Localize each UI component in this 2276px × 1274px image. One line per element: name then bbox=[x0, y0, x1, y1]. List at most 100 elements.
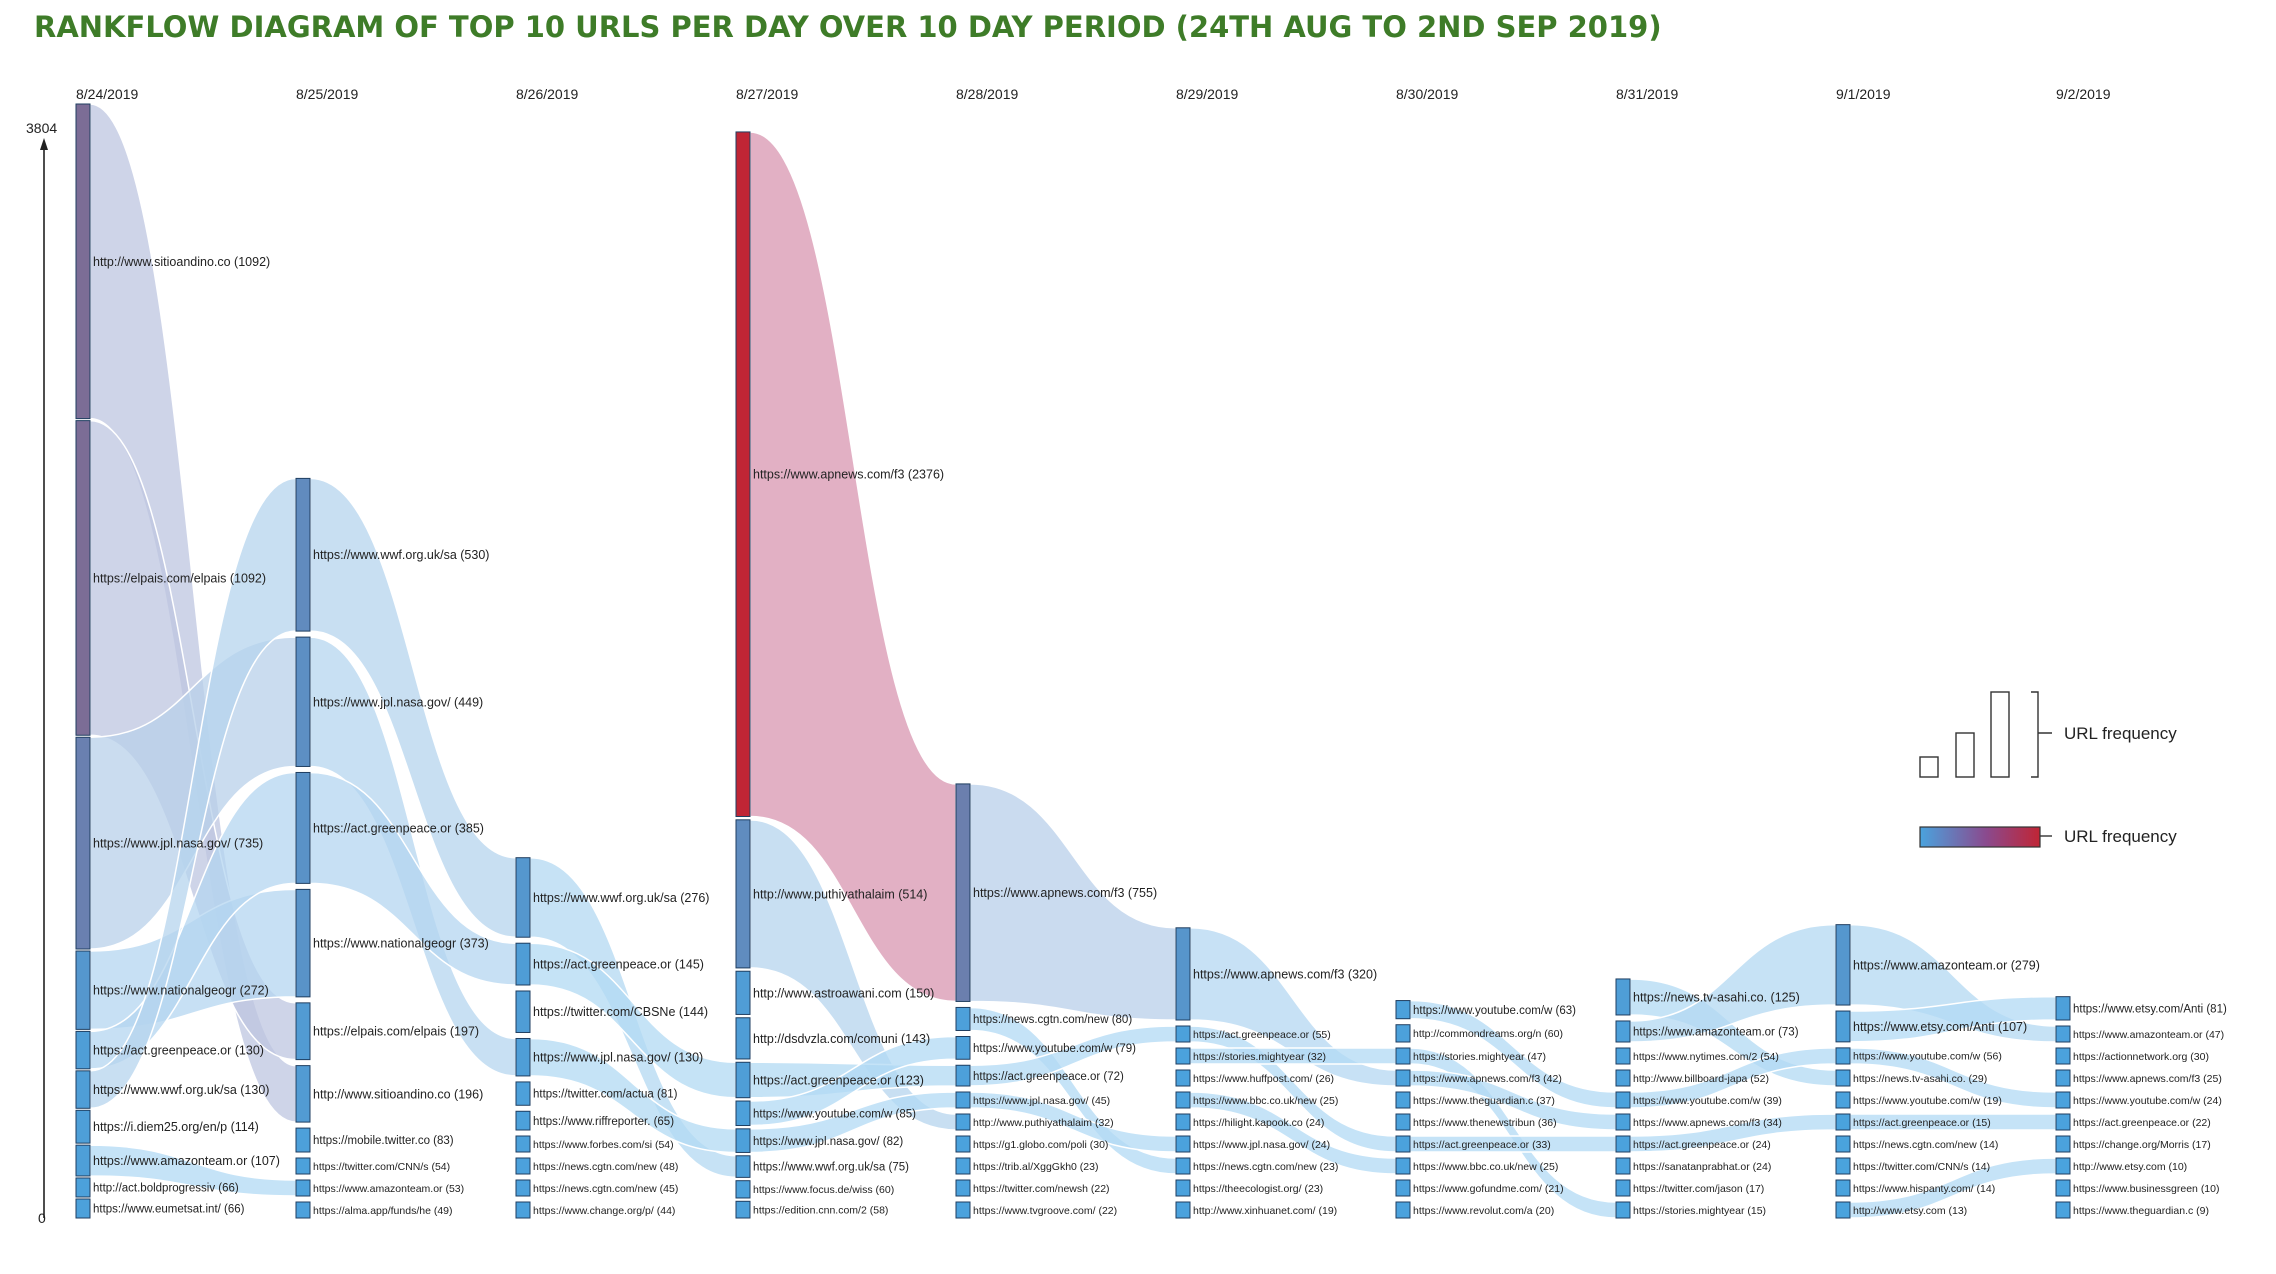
rank-node bbox=[1175, 1135, 1191, 1153]
legend-color-label: URL frequency bbox=[2064, 827, 2177, 846]
rank-node bbox=[2055, 1179, 2071, 1197]
rank-node bbox=[2055, 1025, 2071, 1043]
rank-node bbox=[1395, 1024, 1411, 1043]
node-label: https://twitter.com/jason (17) bbox=[1633, 1183, 1764, 1195]
flow-layer bbox=[89, 103, 2057, 1219]
rank-node bbox=[75, 1177, 91, 1198]
rank-node bbox=[1175, 1201, 1191, 1219]
rank-node bbox=[1835, 1047, 1851, 1065]
date-header: 8/25/2019 bbox=[296, 86, 358, 102]
rank-node bbox=[955, 783, 971, 1002]
rank-node bbox=[1615, 1135, 1631, 1153]
rank-node bbox=[2055, 1047, 2071, 1065]
rank-node bbox=[2055, 1113, 2071, 1131]
rank-node bbox=[1395, 1069, 1411, 1087]
node-label: https://www.hispanty.com/ (14) bbox=[1853, 1183, 1995, 1195]
node-label: https://www.jpl.nasa.gov/ (24) bbox=[1193, 1139, 1330, 1151]
node-label: https://trib.al/XggGkh0 (23) bbox=[973, 1161, 1098, 1173]
node-label: https://news.tv-asahi.co. (125) bbox=[1633, 990, 1800, 1004]
node-label: https://act.greenpeace.or (72) bbox=[973, 1071, 1124, 1083]
node-label: https://stories.mightyear (15) bbox=[1633, 1205, 1766, 1217]
node-label: https://act.greenpeace.or (123) bbox=[753, 1073, 924, 1087]
rank-node bbox=[295, 1201, 311, 1219]
node-label: https://www.jpl.nasa.gov/ (449) bbox=[313, 695, 483, 709]
node-label: https://act.greenpeace.or (145) bbox=[533, 958, 704, 972]
rank-node bbox=[295, 1127, 311, 1153]
node-label: https://twitter.com/CNN/s (54) bbox=[313, 1161, 450, 1173]
node-label: http://www.etsy.com (13) bbox=[1853, 1205, 1967, 1217]
y-axis-min-label: 0 bbox=[38, 1210, 46, 1226]
node-label: https://www.jpl.nasa.gov/ (45) bbox=[973, 1095, 1110, 1107]
date-header: 8/31/2019 bbox=[1616, 86, 1678, 102]
rank-node bbox=[295, 771, 311, 884]
date-header: 8/24/2019 bbox=[76, 86, 138, 102]
node-label: https://www.gofundme.com/ (21) bbox=[1413, 1183, 1564, 1195]
node-label: https://www.apnews.com/f3 (755) bbox=[973, 886, 1157, 900]
rank-node bbox=[515, 1201, 531, 1219]
rank-node bbox=[1395, 1091, 1411, 1109]
rank-node bbox=[955, 1135, 971, 1153]
rank-node bbox=[955, 1091, 971, 1109]
rank-node bbox=[1835, 1091, 1851, 1109]
rank-node bbox=[1615, 1047, 1631, 1065]
node-label: https://www.youtube.com/w (56) bbox=[1853, 1051, 2002, 1063]
rank-node bbox=[1175, 1157, 1191, 1175]
rank-node bbox=[75, 950, 91, 1030]
node-label: https://www.apnews.com/f3 (2376) bbox=[753, 468, 944, 482]
rank-node bbox=[1835, 924, 1851, 1006]
node-label: https://i.diem25.org/en/p (114) bbox=[93, 1120, 259, 1134]
rank-node bbox=[295, 1157, 311, 1175]
rank-node bbox=[1175, 927, 1191, 1021]
node-label: https://twitter.com/CBSNe (144) bbox=[533, 1005, 708, 1019]
node-label: https://www.wwf.org.uk/sa (130) bbox=[93, 1083, 269, 1097]
node-label: https://www.youtube.com/w (63) bbox=[1413, 1005, 1576, 1017]
node-label: https://www.theguardian.c (9) bbox=[2073, 1205, 2209, 1217]
node-label: https://www.amazonteam.or (279) bbox=[1853, 958, 2040, 972]
node-label: https://www.riffreporter. (65) bbox=[533, 1116, 674, 1128]
node-label: https://www.apnews.com/f3 (42) bbox=[1413, 1073, 1562, 1085]
rank-node bbox=[1175, 1113, 1191, 1131]
y-axis-max-label: 3804 bbox=[26, 120, 57, 136]
date-header: 8/26/2019 bbox=[516, 86, 578, 102]
rank-node bbox=[515, 1110, 531, 1131]
rank-node bbox=[955, 1006, 971, 1031]
rank-node bbox=[1615, 1157, 1631, 1175]
rank-node bbox=[75, 103, 91, 420]
rank-node bbox=[515, 1081, 531, 1106]
date-header: 8/29/2019 bbox=[1176, 86, 1238, 102]
rank-node bbox=[1395, 1000, 1411, 1020]
legend-size-key: URL frequency bbox=[1919, 691, 2177, 778]
rank-node bbox=[1395, 1135, 1411, 1153]
node-label: https://sanatanprabhat.or (24) bbox=[1633, 1161, 1771, 1173]
node-label: https://www.jpl.nasa.gov/ (82) bbox=[753, 1136, 903, 1148]
date-header: 9/2/2019 bbox=[2056, 86, 2111, 102]
rank-node bbox=[515, 990, 531, 1033]
rank-node bbox=[2055, 1069, 2071, 1087]
rank-node bbox=[735, 1180, 751, 1199]
rank-node bbox=[1835, 1179, 1851, 1197]
rank-node bbox=[1175, 1025, 1191, 1043]
node-label: https://www.wwf.org.uk/sa (530) bbox=[313, 548, 489, 562]
rank-node bbox=[955, 1179, 971, 1197]
node-label: http://www.billboard-japa (52) bbox=[1633, 1073, 1769, 1085]
rank-node bbox=[1395, 1179, 1411, 1197]
rank-node bbox=[2055, 1091, 2071, 1109]
node-label: https://stories.mightyear (47) bbox=[1413, 1051, 1546, 1063]
node-label: https://www.jpl.nasa.gov/ (130) bbox=[533, 1051, 703, 1065]
rank-node bbox=[1835, 1113, 1851, 1131]
rank-node bbox=[1615, 978, 1631, 1016]
rank-node bbox=[295, 1179, 311, 1197]
node-label: https://www.etsy.com/Anti (107) bbox=[1853, 1020, 2027, 1034]
node-label: https://act.greenpeace.or (24) bbox=[1633, 1139, 1771, 1151]
rank-node bbox=[1615, 1113, 1631, 1131]
rank-node bbox=[1395, 1047, 1411, 1065]
node-label: https://elpais.com/elpais (1092) bbox=[93, 571, 266, 585]
rank-node bbox=[1835, 1201, 1851, 1219]
rank-node bbox=[735, 1017, 751, 1060]
rank-node bbox=[295, 1065, 311, 1123]
date-header: 9/1/2019 bbox=[1836, 86, 1891, 102]
node-label: https://www.amazonteam.or (53) bbox=[313, 1183, 464, 1195]
rank-node bbox=[735, 970, 751, 1015]
node-label: https://www.nytimes.com/2 (54) bbox=[1633, 1051, 1779, 1063]
rank-node bbox=[75, 1109, 91, 1144]
